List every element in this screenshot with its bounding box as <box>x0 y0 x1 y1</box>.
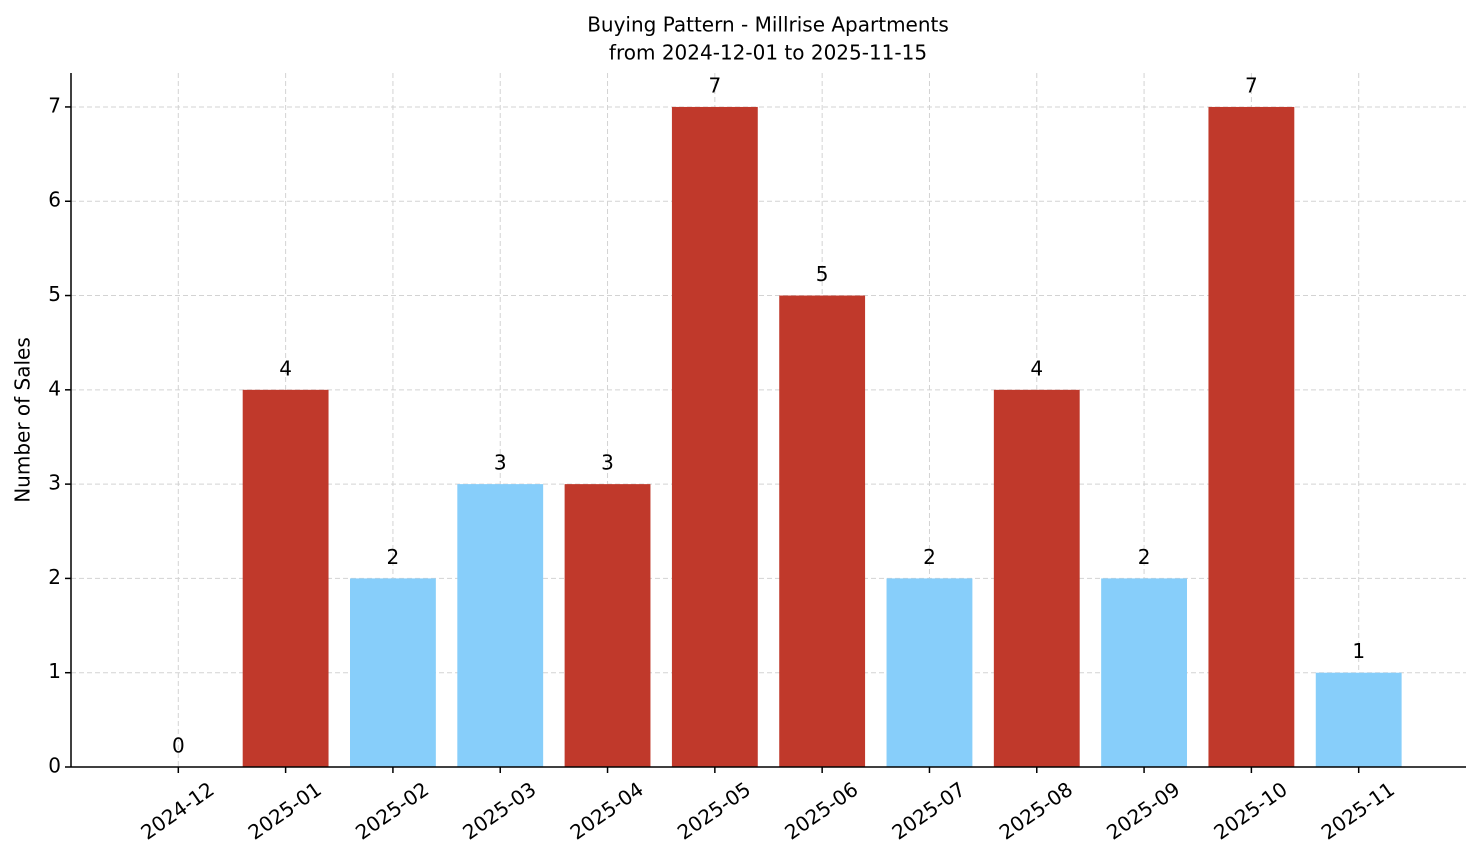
chart-title: Buying Pattern - Millrise Apartments <box>587 13 949 37</box>
y-tick-label: 0 <box>48 754 61 778</box>
x-tick-label: 2025-02 <box>351 777 433 845</box>
value-label: 2 <box>1138 545 1151 569</box>
bar <box>457 484 544 767</box>
bar <box>886 578 973 767</box>
y-tick-label: 5 <box>48 282 61 306</box>
value-label: 5 <box>816 262 829 286</box>
value-label: 4 <box>1030 356 1043 380</box>
bar <box>671 106 758 767</box>
bar <box>242 389 329 767</box>
bar <box>350 578 436 767</box>
x-tick-label: 2025-11 <box>1317 777 1399 845</box>
y-tick-label: 4 <box>48 376 61 400</box>
x-tick-label: 2025-09 <box>1102 777 1184 845</box>
bar <box>564 484 651 767</box>
chart-subtitle: from 2024-12-01 to 2025-11-15 <box>609 41 927 65</box>
value-label: 0 <box>172 734 185 758</box>
y-tick-label: 7 <box>48 93 61 117</box>
value-label: 7 <box>1245 73 1258 97</box>
bar <box>1315 672 1402 767</box>
value-label: 2 <box>387 545 400 569</box>
value-label: 3 <box>494 451 507 475</box>
y-axis-label: Number of Sales <box>11 337 35 503</box>
value-label: 2 <box>923 545 936 569</box>
value-label: 1 <box>1352 639 1365 663</box>
x-tick-label: 2025-07 <box>887 777 969 845</box>
bar <box>993 389 1080 767</box>
x-tick-label: 2025-04 <box>566 777 648 845</box>
value-label: 3 <box>601 451 614 475</box>
y-tick-label: 6 <box>48 188 61 212</box>
x-tick-label: 2025-10 <box>1209 777 1291 845</box>
y-tick-label: 3 <box>48 471 61 495</box>
x-tick-label: 2025-05 <box>673 777 755 845</box>
bar <box>1208 106 1295 767</box>
bar <box>1101 578 1187 767</box>
y-tick-label: 1 <box>48 659 61 683</box>
bar <box>779 295 866 767</box>
x-tick-label: 2025-01 <box>244 777 326 845</box>
x-tick-label: 2025-03 <box>458 777 540 845</box>
y-tick-label: 2 <box>48 565 61 589</box>
x-tick-label: 2025-06 <box>780 777 862 845</box>
value-label: 7 <box>708 73 721 97</box>
value-label: 4 <box>279 356 292 380</box>
x-tick-label: 2024-12 <box>136 777 218 845</box>
x-tick-label: 2025-08 <box>995 777 1077 845</box>
